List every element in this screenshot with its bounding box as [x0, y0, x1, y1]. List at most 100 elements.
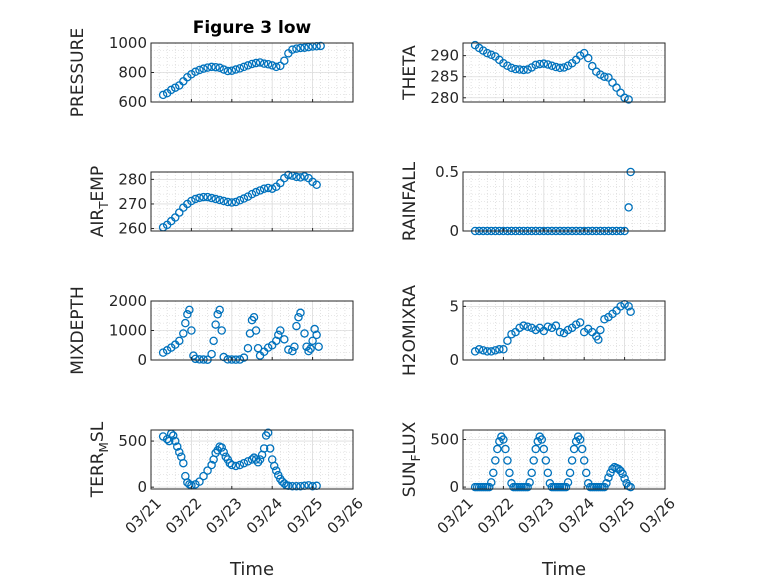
data-point — [207, 349, 216, 359]
data-point — [482, 347, 492, 356]
data-point — [239, 62, 249, 72]
data-point — [181, 318, 190, 328]
data-point — [551, 321, 561, 330]
data-point — [482, 48, 492, 58]
data-point — [616, 302, 625, 311]
axes-box — [462, 429, 666, 490]
data-point — [263, 59, 273, 69]
y-tick-label: 0 — [449, 351, 459, 369]
data-point — [499, 435, 508, 444]
data-point — [219, 447, 228, 457]
data-point — [235, 460, 245, 470]
data-point — [251, 187, 261, 197]
data-point — [559, 63, 569, 72]
data-point — [235, 196, 245, 205]
chart-title: Figure 3 low — [193, 18, 312, 38]
y-axis-label: SUNFLUX — [400, 421, 423, 497]
data-point — [292, 44, 301, 53]
data-point — [173, 442, 182, 451]
y-tick-label: 5 — [449, 297, 459, 315]
data-point — [271, 62, 281, 72]
subplot-pressure: 600 800 1000 PRESSURE Figure 3 low — [68, 18, 354, 117]
data-point — [195, 193, 204, 203]
data-point — [487, 478, 496, 487]
data-point — [223, 197, 233, 207]
data-point — [209, 336, 218, 346]
x-axis-label: Time — [541, 559, 586, 580]
data-point — [541, 456, 551, 465]
data-point — [608, 78, 617, 87]
data-point — [575, 318, 585, 327]
data-point — [243, 343, 253, 353]
data-point — [507, 330, 516, 339]
data-point — [470, 347, 480, 356]
data-point — [227, 198, 237, 207]
data-point — [523, 65, 532, 74]
y-tick-label: 2000 — [109, 292, 147, 310]
data-point — [579, 456, 589, 465]
data-point — [489, 468, 498, 478]
y-tick-label: 0 — [137, 351, 147, 369]
data-point — [170, 436, 180, 446]
data-point — [223, 66, 233, 76]
data-point — [519, 321, 528, 330]
data-point — [292, 172, 301, 182]
data-point — [211, 62, 220, 72]
data-point — [493, 444, 502, 454]
data-point — [604, 473, 613, 482]
data-point — [600, 72, 609, 81]
data-point — [253, 343, 263, 353]
data-point — [533, 437, 542, 446]
data-point — [199, 471, 208, 481]
data-point — [503, 336, 512, 345]
data-point — [300, 43, 309, 52]
data-point — [164, 436, 174, 446]
subplot-h2omixra: 0 5 H2OMIXRA — [400, 285, 666, 376]
data-point — [594, 335, 603, 344]
data-point — [575, 435, 585, 444]
data-point — [543, 60, 553, 69]
data-point — [505, 468, 514, 478]
axes-box — [150, 171, 354, 232]
data-point — [515, 323, 524, 333]
data-point — [567, 456, 577, 465]
data-point — [478, 346, 488, 355]
data-point — [235, 64, 245, 73]
data-point — [491, 346, 500, 355]
y-axis-label: THETA — [400, 45, 420, 101]
data-point — [215, 195, 224, 205]
data-point — [213, 310, 222, 319]
data-point — [251, 58, 261, 68]
data-point — [247, 59, 257, 69]
y-tick-label: 1000 — [109, 34, 147, 52]
data-point — [577, 444, 587, 454]
data-point — [555, 63, 565, 73]
data-point — [274, 330, 283, 340]
data-point — [316, 41, 325, 51]
data-point — [280, 335, 289, 344]
data-point — [294, 312, 303, 322]
subplot-airtemp: 260 270 280 AIRTEMP — [88, 166, 354, 238]
data-point — [269, 461, 279, 471]
data-point — [296, 481, 305, 491]
data-point — [485, 482, 494, 492]
data-point — [569, 444, 579, 454]
data-point — [187, 326, 196, 335]
data-point — [563, 325, 573, 335]
data-point — [199, 192, 208, 202]
data-point — [227, 460, 237, 470]
data-point — [175, 447, 184, 457]
data-point — [531, 444, 540, 454]
data-point — [588, 61, 597, 71]
data-point — [187, 196, 196, 206]
data-point — [525, 478, 534, 487]
y-tick-label: 600 — [118, 93, 147, 111]
data-point — [487, 50, 496, 60]
data-point — [314, 342, 323, 351]
data-point — [168, 431, 178, 440]
data-point — [276, 326, 285, 335]
data-point — [495, 437, 504, 446]
data-point — [604, 73, 613, 82]
subplot-mixdepth: 0 1000 2000 MIXDEPTH — [68, 286, 354, 375]
data-point — [571, 437, 581, 446]
